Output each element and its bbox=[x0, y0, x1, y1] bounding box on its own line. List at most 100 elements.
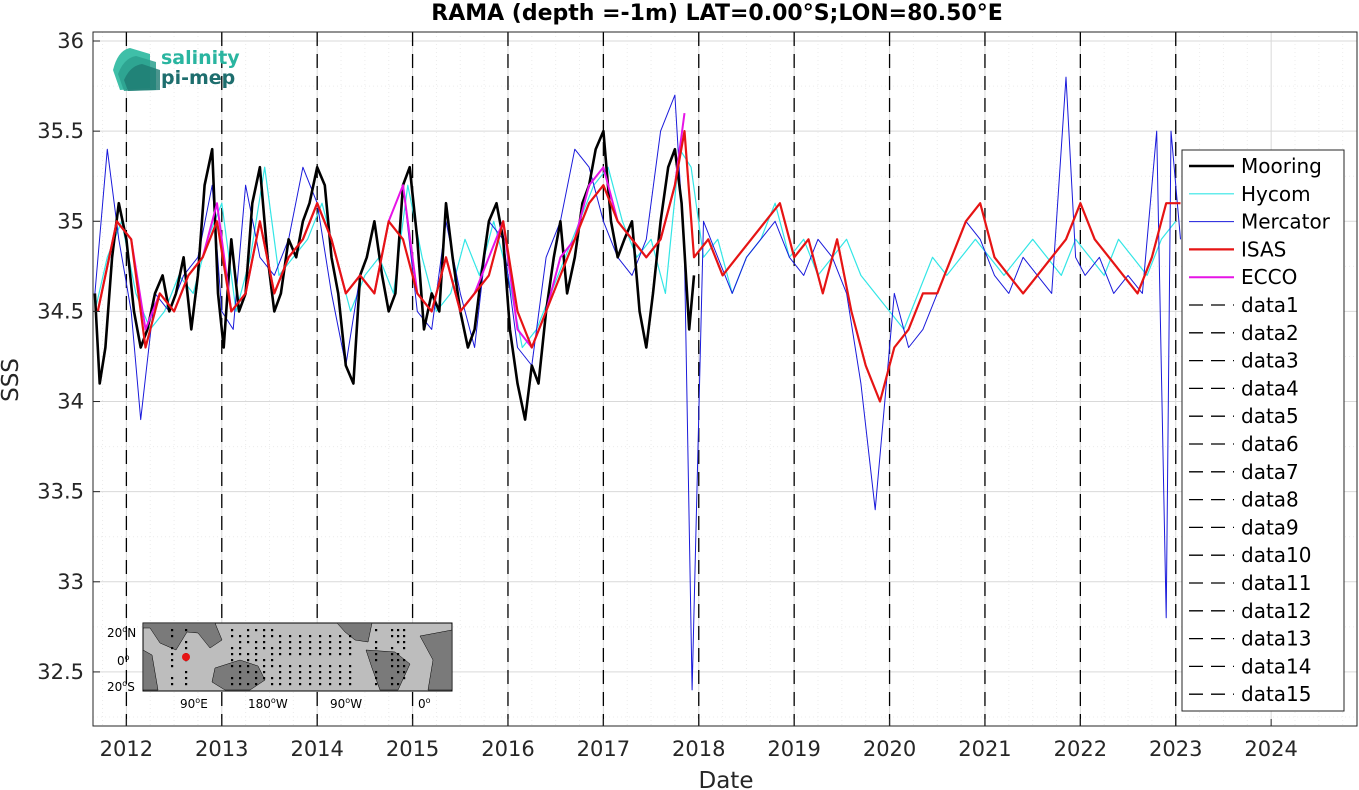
mooring-dot bbox=[299, 641, 302, 644]
legend-label: data8 bbox=[1241, 488, 1299, 512]
mooring-dot bbox=[391, 653, 394, 656]
mooring-dot bbox=[239, 671, 242, 674]
legend-label: ISAS bbox=[1241, 237, 1286, 261]
mooring-dot bbox=[319, 653, 322, 656]
mooring-dot bbox=[263, 677, 266, 680]
legend-label: Hycom bbox=[1241, 182, 1311, 206]
mooring-dot bbox=[271, 635, 274, 638]
mooring-dot bbox=[263, 659, 266, 662]
x-tick-label: 2013 bbox=[195, 737, 248, 761]
mooring-dot bbox=[231, 659, 234, 662]
mooring-dot bbox=[319, 665, 322, 668]
mooring-dot bbox=[299, 647, 302, 650]
legend-label: data6 bbox=[1241, 432, 1299, 456]
map-landmass-north-america bbox=[336, 622, 373, 643]
map-lon-label: 90oE bbox=[180, 696, 208, 711]
inset-map: 20oN 0o 20oS 90oE 180oW 90oW 0o bbox=[107, 622, 453, 711]
mooring-dot bbox=[403, 677, 406, 680]
mooring-dot bbox=[255, 647, 258, 650]
mooring-dot bbox=[185, 671, 188, 674]
mooring-dot bbox=[403, 647, 406, 650]
mooring-dot bbox=[171, 677, 174, 680]
mooring-dot bbox=[329, 635, 332, 638]
salinity-pimep-logo: salinity pi-mep bbox=[113, 47, 240, 91]
mooring-dot bbox=[339, 677, 342, 680]
series-line-mooring bbox=[93, 129, 696, 421]
legend-item: data3 bbox=[1189, 349, 1299, 373]
y-tick-label: 33.5 bbox=[37, 480, 84, 504]
mooring-dot bbox=[339, 653, 342, 656]
mooring-dot bbox=[247, 671, 250, 674]
y-tick-label: 34.5 bbox=[37, 299, 84, 323]
mooring-dot bbox=[375, 641, 378, 644]
mooring-dot bbox=[171, 635, 174, 638]
mooring-dot bbox=[289, 641, 292, 644]
map-landmass-africa-east bbox=[419, 629, 453, 691]
mooring-dot bbox=[319, 635, 322, 638]
mooring-dot bbox=[329, 665, 332, 668]
mooring-dots bbox=[171, 629, 406, 686]
mooring-dot bbox=[247, 683, 250, 686]
mooring-dot bbox=[309, 635, 312, 638]
y-tick-label: 33 bbox=[57, 570, 84, 594]
mooring-dot bbox=[397, 635, 400, 638]
legend-label: data15 bbox=[1241, 682, 1312, 706]
mooring-dot bbox=[403, 641, 406, 644]
mooring-dot bbox=[391, 629, 394, 632]
legend-item: data11 bbox=[1189, 571, 1312, 595]
logo-text-pimep: pi-mep bbox=[161, 67, 235, 89]
mooring-dot bbox=[375, 677, 378, 680]
mooring-dot bbox=[279, 671, 282, 674]
legend-item: Mercator bbox=[1189, 210, 1331, 234]
mooring-dot bbox=[271, 653, 274, 656]
mooring-dot bbox=[279, 641, 282, 644]
y-tick-label: 36 bbox=[57, 29, 84, 53]
x-tick-label: 2020 bbox=[863, 737, 916, 761]
y-axis-label: SSS bbox=[0, 358, 24, 402]
legend-label: data5 bbox=[1241, 404, 1299, 428]
mooring-dot bbox=[309, 683, 312, 686]
mooring-dot bbox=[403, 665, 406, 668]
series-line-isas bbox=[96, 130, 1181, 403]
map-landmass-africa bbox=[142, 649, 159, 691]
map-lon-label: 0o bbox=[418, 696, 431, 711]
mooring-dot bbox=[403, 629, 406, 632]
x-tick-label: 2016 bbox=[481, 737, 534, 761]
x-tick-label: 2019 bbox=[767, 737, 820, 761]
legend-item: data5 bbox=[1189, 404, 1299, 428]
legend-item: data8 bbox=[1189, 488, 1299, 512]
mooring-dot bbox=[349, 665, 352, 668]
map-lat-label: 20oS bbox=[107, 679, 135, 694]
mooring-dot bbox=[289, 635, 292, 638]
legend-label: Mercator bbox=[1241, 210, 1331, 234]
mooring-dot bbox=[247, 665, 250, 668]
mooring-dot bbox=[397, 659, 400, 662]
legend-label: data9 bbox=[1241, 515, 1299, 539]
mooring-dot bbox=[349, 641, 352, 644]
mooring-dot bbox=[375, 659, 378, 662]
legend-label: data12 bbox=[1241, 599, 1312, 623]
logo-text-salinity: salinity bbox=[161, 47, 240, 69]
mooring-dot bbox=[397, 665, 400, 668]
mooring-dot bbox=[255, 653, 258, 656]
logo-wave-icon bbox=[113, 48, 160, 91]
mooring-dot bbox=[329, 671, 332, 674]
mooring-dot bbox=[397, 653, 400, 656]
mooring-dot bbox=[319, 683, 322, 686]
mooring-dot bbox=[239, 641, 242, 644]
map-lon-label: 180oW bbox=[248, 696, 288, 711]
legend-label: data7 bbox=[1241, 460, 1299, 484]
mooring-dot bbox=[239, 647, 242, 650]
mooring-dot bbox=[319, 671, 322, 674]
legend-item: Mooring bbox=[1189, 154, 1322, 178]
mooring-dot bbox=[271, 629, 274, 632]
mooring-dot bbox=[239, 665, 242, 668]
mooring-dot bbox=[329, 677, 332, 680]
mooring-dot bbox=[255, 659, 258, 662]
x-axis-label: Date bbox=[699, 768, 754, 790]
legend-item: data9 bbox=[1189, 515, 1299, 539]
y-axis: 32.5 33 33.5 34 34.5 35 35.5 36 bbox=[37, 29, 100, 684]
map-lat-label: 0o bbox=[117, 653, 130, 668]
mooring-dot bbox=[171, 659, 174, 662]
mooring-dot bbox=[231, 635, 234, 638]
